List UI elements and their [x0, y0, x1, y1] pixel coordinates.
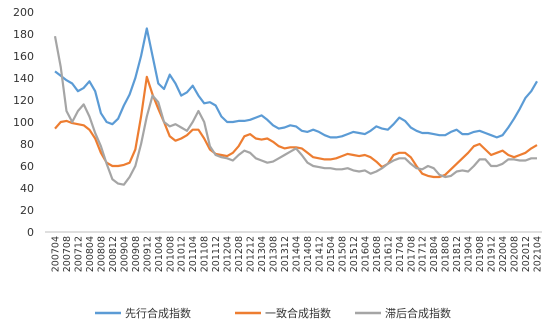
y-tick-label: 160	[13, 50, 34, 63]
y-tick-label: 60	[20, 160, 34, 173]
x-tick-label: 201204	[223, 236, 234, 272]
x-tick-label: 200808	[96, 236, 107, 272]
x-tick-label: 202004	[498, 236, 509, 272]
x-tick-label: 201308	[269, 236, 280, 272]
x-tick-label: 201304	[257, 236, 268, 272]
x-tick-label: 201108	[200, 236, 211, 272]
y-tick-label: 120	[13, 94, 34, 107]
x-tick-label: 200912	[142, 236, 153, 272]
x-tick-label: 201504	[326, 236, 337, 272]
x-tick-label: 200812	[108, 236, 119, 272]
y-tick-label: 140	[13, 72, 34, 85]
x-tick-label: 201908	[475, 236, 486, 272]
x-tick-label: 200712	[73, 236, 84, 272]
x-tick-label: 201104	[188, 236, 199, 272]
y-tick-label: 20	[20, 204, 34, 217]
x-tick-label: 201608	[372, 236, 383, 272]
series-line	[53, 35, 537, 186]
x-tick-label: 201612	[383, 236, 394, 272]
x-tick-label: 202012	[521, 236, 532, 272]
x-tick-label: 201312	[280, 236, 291, 272]
x-tick-label: 201208	[234, 236, 245, 272]
legend-label: 滞后合成指数	[385, 306, 451, 320]
x-tick-label: 201912	[487, 236, 498, 272]
y-tick-label: 200	[13, 6, 34, 19]
y-tick-label: 100	[13, 116, 34, 129]
x-tick-label: 201712	[418, 236, 429, 272]
x-tick-label: 201808	[441, 236, 452, 272]
x-tick-label: 201812	[452, 236, 463, 272]
x-tick-label: 201404	[292, 236, 303, 272]
series-line	[54, 27, 538, 139]
x-tick-label: 202104	[533, 236, 544, 272]
x-tick-label: 202008	[510, 236, 521, 272]
x-tick-label: 201604	[360, 236, 371, 272]
legend-label: 先行合成指数	[125, 306, 191, 320]
x-tick-label: 201508	[337, 236, 348, 272]
x-tick-label: 201012	[177, 236, 188, 272]
x-tick-label: 200704	[51, 236, 62, 272]
x-tick-label: 201408	[303, 236, 314, 272]
x-tick-label: 201708	[406, 236, 417, 272]
series-line	[54, 75, 538, 179]
x-tick-label: 201704	[395, 236, 406, 272]
legend-label: 一致合成指数	[265, 306, 331, 320]
x-tick-label: 201412	[314, 236, 325, 272]
x-tick-label: 201212	[246, 236, 257, 272]
y-tick-label: 80	[20, 138, 34, 151]
x-tick-label: 200708	[62, 236, 73, 272]
y-tick-label: 0	[27, 226, 34, 239]
x-tick-label: 200904	[119, 236, 130, 272]
x-tick-label: 200804	[85, 236, 96, 272]
x-tick-label: 201008	[165, 236, 176, 272]
x-tick-label: 201512	[349, 236, 360, 272]
x-tick-label: 201112	[211, 236, 222, 272]
x-tick-label: 201904	[464, 236, 475, 272]
y-tick-label: 180	[13, 28, 34, 41]
x-tick-label: 201804	[429, 236, 440, 272]
y-tick-label: 40	[20, 182, 34, 195]
x-tick-label: 201004	[154, 236, 165, 272]
x-tick-label: 200908	[131, 236, 142, 272]
